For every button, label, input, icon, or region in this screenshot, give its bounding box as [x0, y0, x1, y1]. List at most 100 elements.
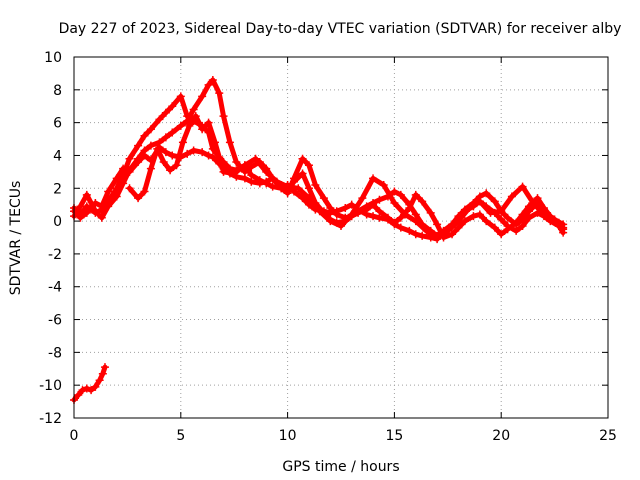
data-point [172, 161, 181, 170]
data-point [219, 112, 228, 121]
data-point [347, 210, 356, 219]
data-point [189, 146, 198, 155]
data-point [134, 194, 143, 203]
data-point [375, 207, 384, 216]
data-point [411, 217, 420, 226]
data-point [369, 212, 378, 221]
x-tick-label: 25 [599, 428, 617, 444]
data-point [482, 217, 491, 226]
data-point [304, 194, 313, 203]
data-point [418, 231, 427, 240]
data-point [95, 376, 104, 385]
series-group [70, 75, 568, 404]
data-point [396, 213, 405, 222]
data-point [497, 207, 506, 216]
data-point [283, 182, 292, 191]
data-point [78, 386, 87, 395]
y-tick-label: 10 [44, 50, 62, 66]
data-point [208, 153, 217, 162]
y-axis-title: SDTVAR / TECUs [8, 181, 24, 296]
data-point [225, 138, 234, 147]
data-point [383, 213, 392, 222]
data-point [311, 180, 320, 189]
data-point [396, 223, 405, 232]
data-point [448, 230, 457, 239]
data-point [183, 149, 192, 158]
data-point [411, 230, 420, 239]
data-point [134, 141, 143, 150]
data-point [482, 189, 491, 198]
data-point [134, 158, 143, 167]
data-point [215, 89, 224, 98]
y-tick-label: 8 [53, 83, 62, 99]
data-point [161, 108, 170, 117]
data-point [240, 174, 249, 183]
data-point [390, 187, 399, 196]
data-point [208, 75, 217, 84]
data-point [529, 199, 538, 208]
data-point [262, 167, 271, 176]
data-point [268, 182, 277, 191]
data-point [418, 197, 427, 206]
data-point [503, 225, 512, 234]
axis-ticks [73, 56, 609, 419]
data-point [240, 161, 249, 170]
data-point [176, 121, 185, 130]
data-point [87, 386, 96, 395]
data-point [230, 169, 239, 178]
data-point [362, 205, 371, 214]
x-axis-title: GPS time / hours [282, 459, 399, 475]
y-tick-label: -2 [48, 247, 62, 263]
data-point [204, 118, 213, 127]
x-tick-labels: 0 5 10 15 20 25 [70, 428, 617, 444]
data-point [119, 164, 128, 173]
data-point [91, 207, 100, 216]
data-point [507, 192, 516, 201]
x-tick-label: 10 [279, 428, 297, 444]
data-point [112, 192, 121, 201]
data-point [198, 148, 207, 157]
data-point [375, 195, 384, 204]
data-point [411, 190, 420, 199]
data-point [155, 115, 164, 124]
data-point [337, 222, 345, 231]
data-point [294, 184, 303, 193]
x-tick-label: 15 [385, 428, 403, 444]
data-point [358, 194, 367, 203]
data-point [82, 384, 91, 393]
data-point [433, 233, 442, 242]
x-tick-label: 5 [176, 428, 185, 444]
data-point [97, 213, 106, 222]
data-point [490, 223, 499, 232]
data-point [125, 154, 134, 163]
data-point [82, 208, 91, 217]
data-point [518, 182, 527, 191]
data-point [405, 226, 414, 235]
data-point [443, 226, 452, 235]
data-point [341, 203, 350, 212]
chart-title: Day 227 of 2023, Sidereal Day-to-day VTE… [59, 21, 622, 37]
data-point [91, 199, 100, 208]
data-point [290, 177, 299, 186]
data-point [146, 164, 155, 173]
data-point [232, 158, 241, 167]
data-point [390, 218, 399, 227]
data-point [251, 154, 260, 163]
y-tick-label: -12 [39, 411, 62, 427]
data-point [512, 218, 521, 227]
y-tick-label: -4 [48, 280, 62, 296]
data-point [518, 210, 527, 219]
data-point [204, 80, 213, 89]
y-tick-label: 4 [53, 148, 62, 164]
data-point [140, 131, 149, 140]
data-point [369, 200, 378, 209]
data-point [326, 203, 335, 212]
data-point [140, 187, 149, 196]
data-point [559, 220, 568, 229]
data-point [486, 208, 495, 217]
y-tick-label: -8 [48, 345, 62, 361]
data-point [304, 161, 313, 170]
data-point [178, 138, 187, 147]
data-point [146, 141, 155, 150]
